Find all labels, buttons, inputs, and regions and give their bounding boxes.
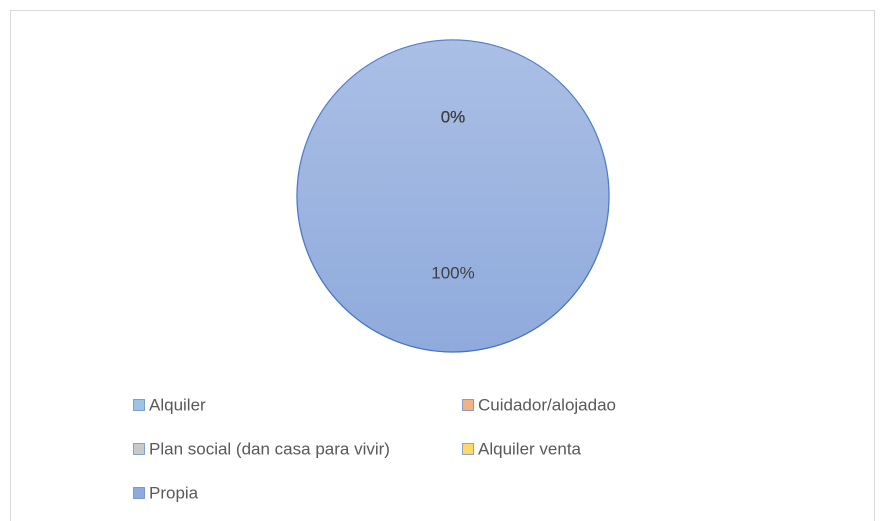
legend-swatch [133,443,145,455]
legend-swatch [462,399,474,411]
pie-shade [297,40,609,352]
legend-swatch [133,487,145,499]
legend-label: Propia [149,483,199,502]
legend-label: Plan social (dan casa para vivir) [149,439,390,458]
legend-swatch [133,399,145,411]
data-label: 0% [441,107,466,126]
legend-swatch [462,443,474,455]
data-label: 0% [441,107,466,126]
legend-label: Alquiler venta [478,439,582,458]
data-label: 100% [431,263,474,282]
legend-label: Cuidador/alojadao [478,395,616,414]
data-label: 0% [441,107,466,126]
legend-label: Alquiler [149,395,206,414]
data-label: 0% [441,107,466,126]
